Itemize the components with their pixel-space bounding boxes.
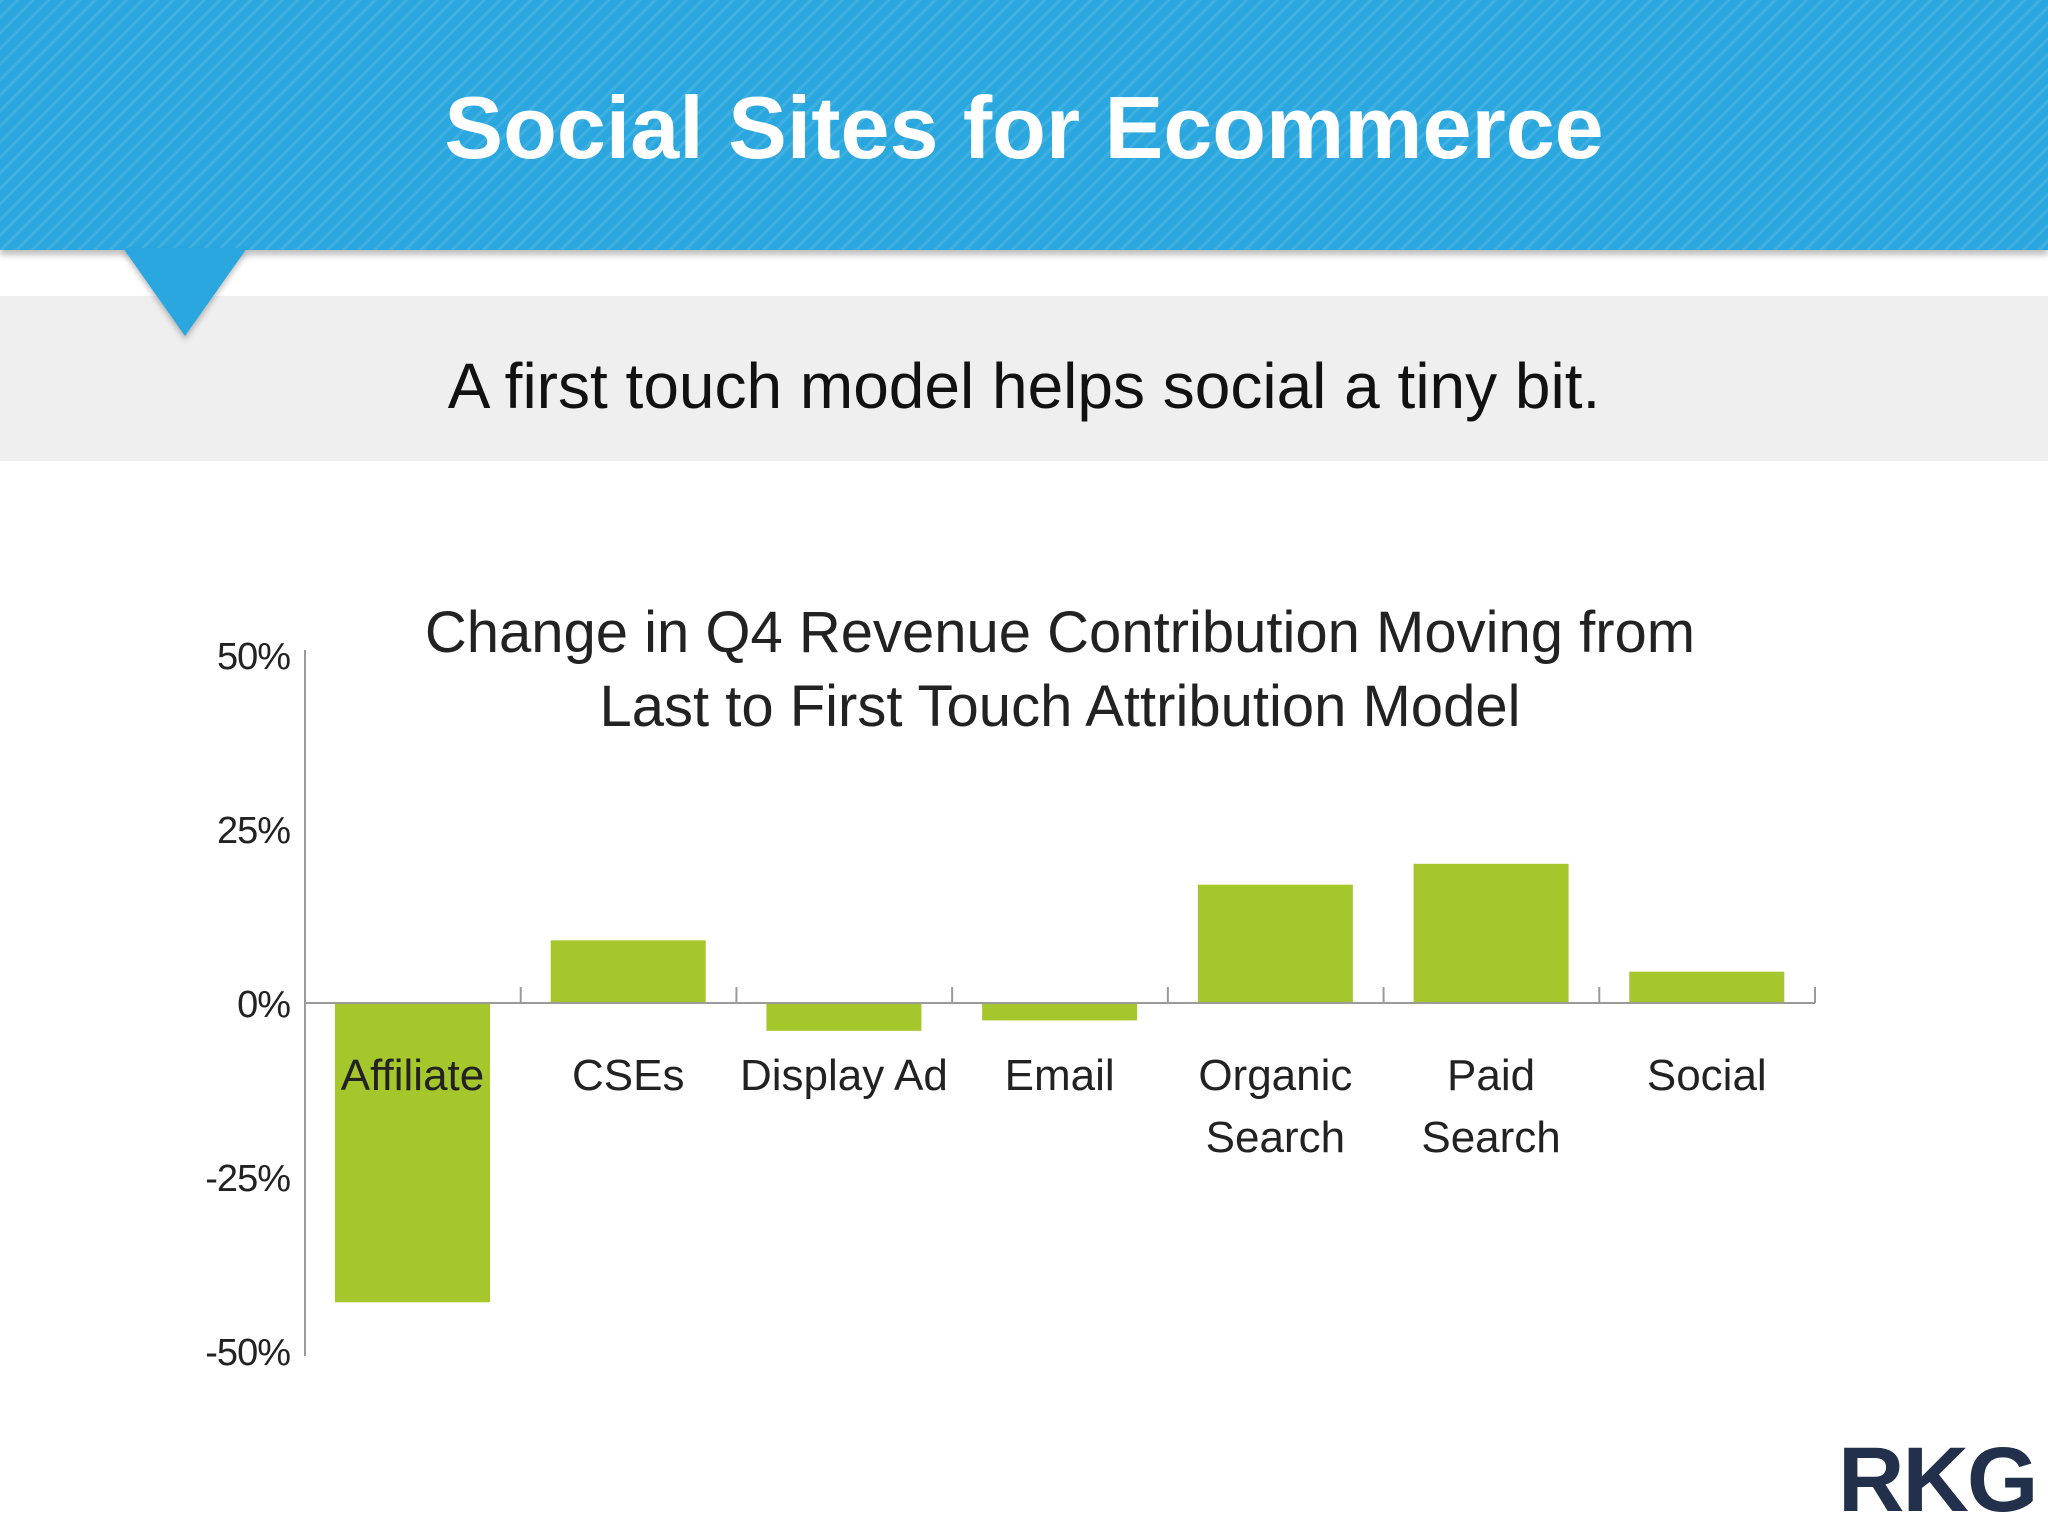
category-label: Search — [1206, 1113, 1345, 1162]
y-tick-label: 25% — [217, 810, 290, 852]
category-label: CSEs — [572, 1051, 684, 1100]
bar-5 — [1197, 884, 1353, 1003]
bar-2 — [550, 940, 706, 1003]
category-label: Paid — [1447, 1051, 1535, 1100]
category-label: Affiliate — [341, 1051, 485, 1100]
y-tick-label: 0% — [237, 984, 290, 1026]
chart-title-line: Last to First Touch Attribution Model — [600, 674, 1521, 739]
bar-7 — [1629, 971, 1785, 1003]
category-label: Email — [1005, 1051, 1115, 1100]
slide-subtitle: A first touch model helps social a tiny … — [447, 350, 1601, 422]
category-label: Search — [1421, 1113, 1560, 1162]
banner-pointer — [123, 248, 247, 336]
subtitle-band — [0, 296, 2048, 461]
rkg-logo: RKG — [1838, 1429, 2038, 1531]
title-banner — [0, 0, 2048, 250]
bar-3 — [766, 1003, 922, 1031]
slide-title: Social Sites for Ecommerce — [444, 78, 1604, 177]
chart-title-line: Change in Q4 Revenue Contribution Moving… — [425, 600, 1695, 665]
category-label: Social — [1647, 1051, 1767, 1100]
bar-1 — [335, 1003, 490, 1303]
y-tick-label: -25% — [205, 1158, 290, 1200]
bar-6 — [1413, 863, 1569, 1003]
category-label: Organic — [1198, 1051, 1352, 1100]
y-tick-label: -50% — [205, 1332, 290, 1374]
y-tick-label: 50% — [217, 636, 290, 678]
category-label: Display Ad — [740, 1051, 948, 1100]
bar-4 — [982, 1003, 1138, 1021]
